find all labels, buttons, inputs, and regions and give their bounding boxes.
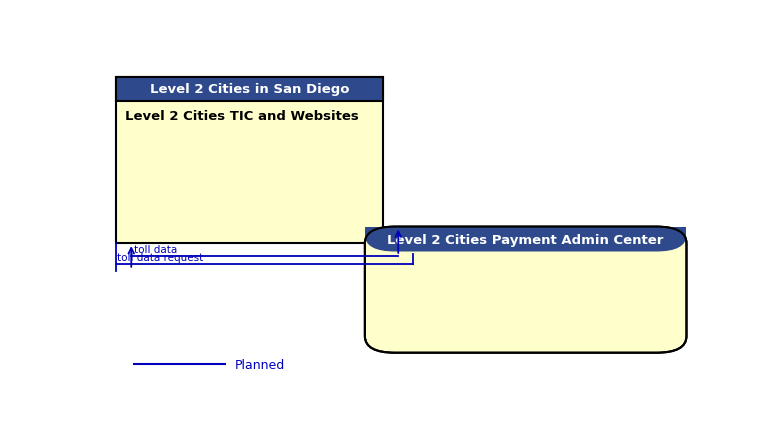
Bar [116, 78, 383, 101]
FancyBboxPatch shape [365, 227, 687, 353]
FancyBboxPatch shape [365, 207, 687, 252]
Bar [116, 78, 383, 244]
Text: Level 2 Cities TIC and Websites: Level 2 Cities TIC and Websites [125, 110, 359, 123]
Text: Level 2 Cities Payment Admin Center: Level 2 Cities Payment Admin Center [388, 233, 664, 246]
Text: Planned: Planned [234, 358, 285, 371]
Text: Level 2 Cities in San Diego: Level 2 Cities in San Diego [150, 83, 349, 96]
Text: toll data: toll data [134, 245, 177, 255]
Text: toll data request: toll data request [117, 253, 204, 263]
